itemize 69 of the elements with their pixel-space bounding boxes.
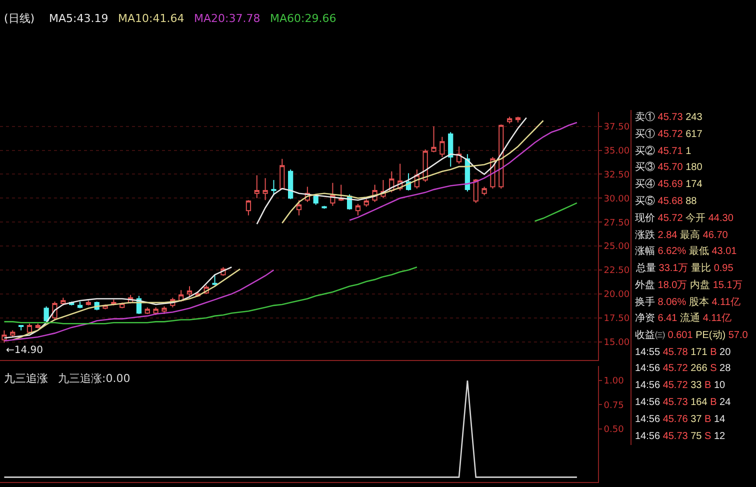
text: 买③ 45.70 180 [635,161,703,173]
text: 买② 45.71 1 [635,145,692,157]
candlestick [212,274,218,286]
text: 买⑤ 45.68 88 [635,195,698,207]
text: 换手 8.06% 股本 4.11亿 [635,296,740,308]
y-tick-label: 37.50 [604,122,630,133]
text: 收益㈢ 0.601 PE(动) 57.0 [635,329,748,341]
y-tick-label: 32.50 [604,170,630,180]
candlestick [77,301,83,309]
candlestick [288,168,294,200]
candlestick [280,158,285,190]
candlestick [86,300,91,306]
candlestick [186,286,192,298]
y-tick-label: 35.00 [604,146,630,156]
candlestick [473,178,478,204]
y-tick-label: 30.00 [604,194,630,204]
text: 总量 33.1万 量比 0.95 [635,262,734,274]
y-tick-label: 22.50 [604,266,630,276]
candlestick [35,323,40,329]
y-tick-label: 15.00 [604,338,630,348]
candlestick [26,323,32,334]
text: 买① 45.72 617 [635,128,703,140]
text: 14:56 45.76 37 B 14 [635,414,726,425]
text: 外盘 18.0万 内盘 15.1万 [635,279,742,291]
text: 14:56 45.73 75 S 12 [635,431,726,442]
candlestick [313,194,318,206]
candlestick [271,179,276,196]
y-tick-label: 25.00 [604,242,630,252]
text: 14:56 45.72 266 S 28 [635,363,732,374]
candlestick [144,306,150,315]
candlestick [440,136,445,158]
candlestick [482,186,487,196]
y-tick-label: 20.00 [604,290,630,300]
text: 净资 6.41 流通 4.11亿 [635,312,732,324]
text: 14:56 45.73 164 B 24 [635,397,732,408]
candlestick [322,205,327,210]
y-tick-label: 0.75 [604,400,624,411]
candlestick [18,325,24,331]
text: 涨幅 6.62% 最低 43.01 [635,245,738,257]
text: 九三追涨 [4,372,48,385]
text: 涨跌 2.84 最高 46.70 [635,229,728,241]
candlestick [254,174,260,199]
candlestick [355,203,361,216]
candlestick [364,198,369,208]
text: 卖① 45.73 243 [635,111,703,123]
y-tick-label: 17.50 [604,314,630,324]
text: MA60:29.66 [270,12,336,25]
candlestick [507,116,512,124]
text: 买④ 45.69 174 [635,178,703,190]
annotation: ←14.90 [6,345,44,356]
y-tick-label: 0.50 [604,424,624,435]
text: MA5:43.19 [49,12,108,25]
text: 九三追涨:0.00 [58,372,130,385]
candlestick [296,200,302,216]
text: 现价 45.72 今开 44.30 [635,212,734,224]
text: 14:56 45.72 33 B 10 [635,380,726,391]
text: MA10:41.64 [118,12,184,25]
text: 14:55 45.78 171 B 20 [635,347,732,358]
candlestick [262,178,268,201]
text: MA20:37.78 [194,12,260,25]
chart-title: (日线) [4,12,35,25]
candlestick [246,200,252,216]
candlestick [431,126,436,153]
candlestick [162,306,167,315]
candlestick [10,330,16,338]
y-tick-label: 1.00 [604,376,624,387]
y-tick-label: 27.50 [604,218,630,228]
candlestick [60,297,66,306]
candlestick [448,132,454,168]
